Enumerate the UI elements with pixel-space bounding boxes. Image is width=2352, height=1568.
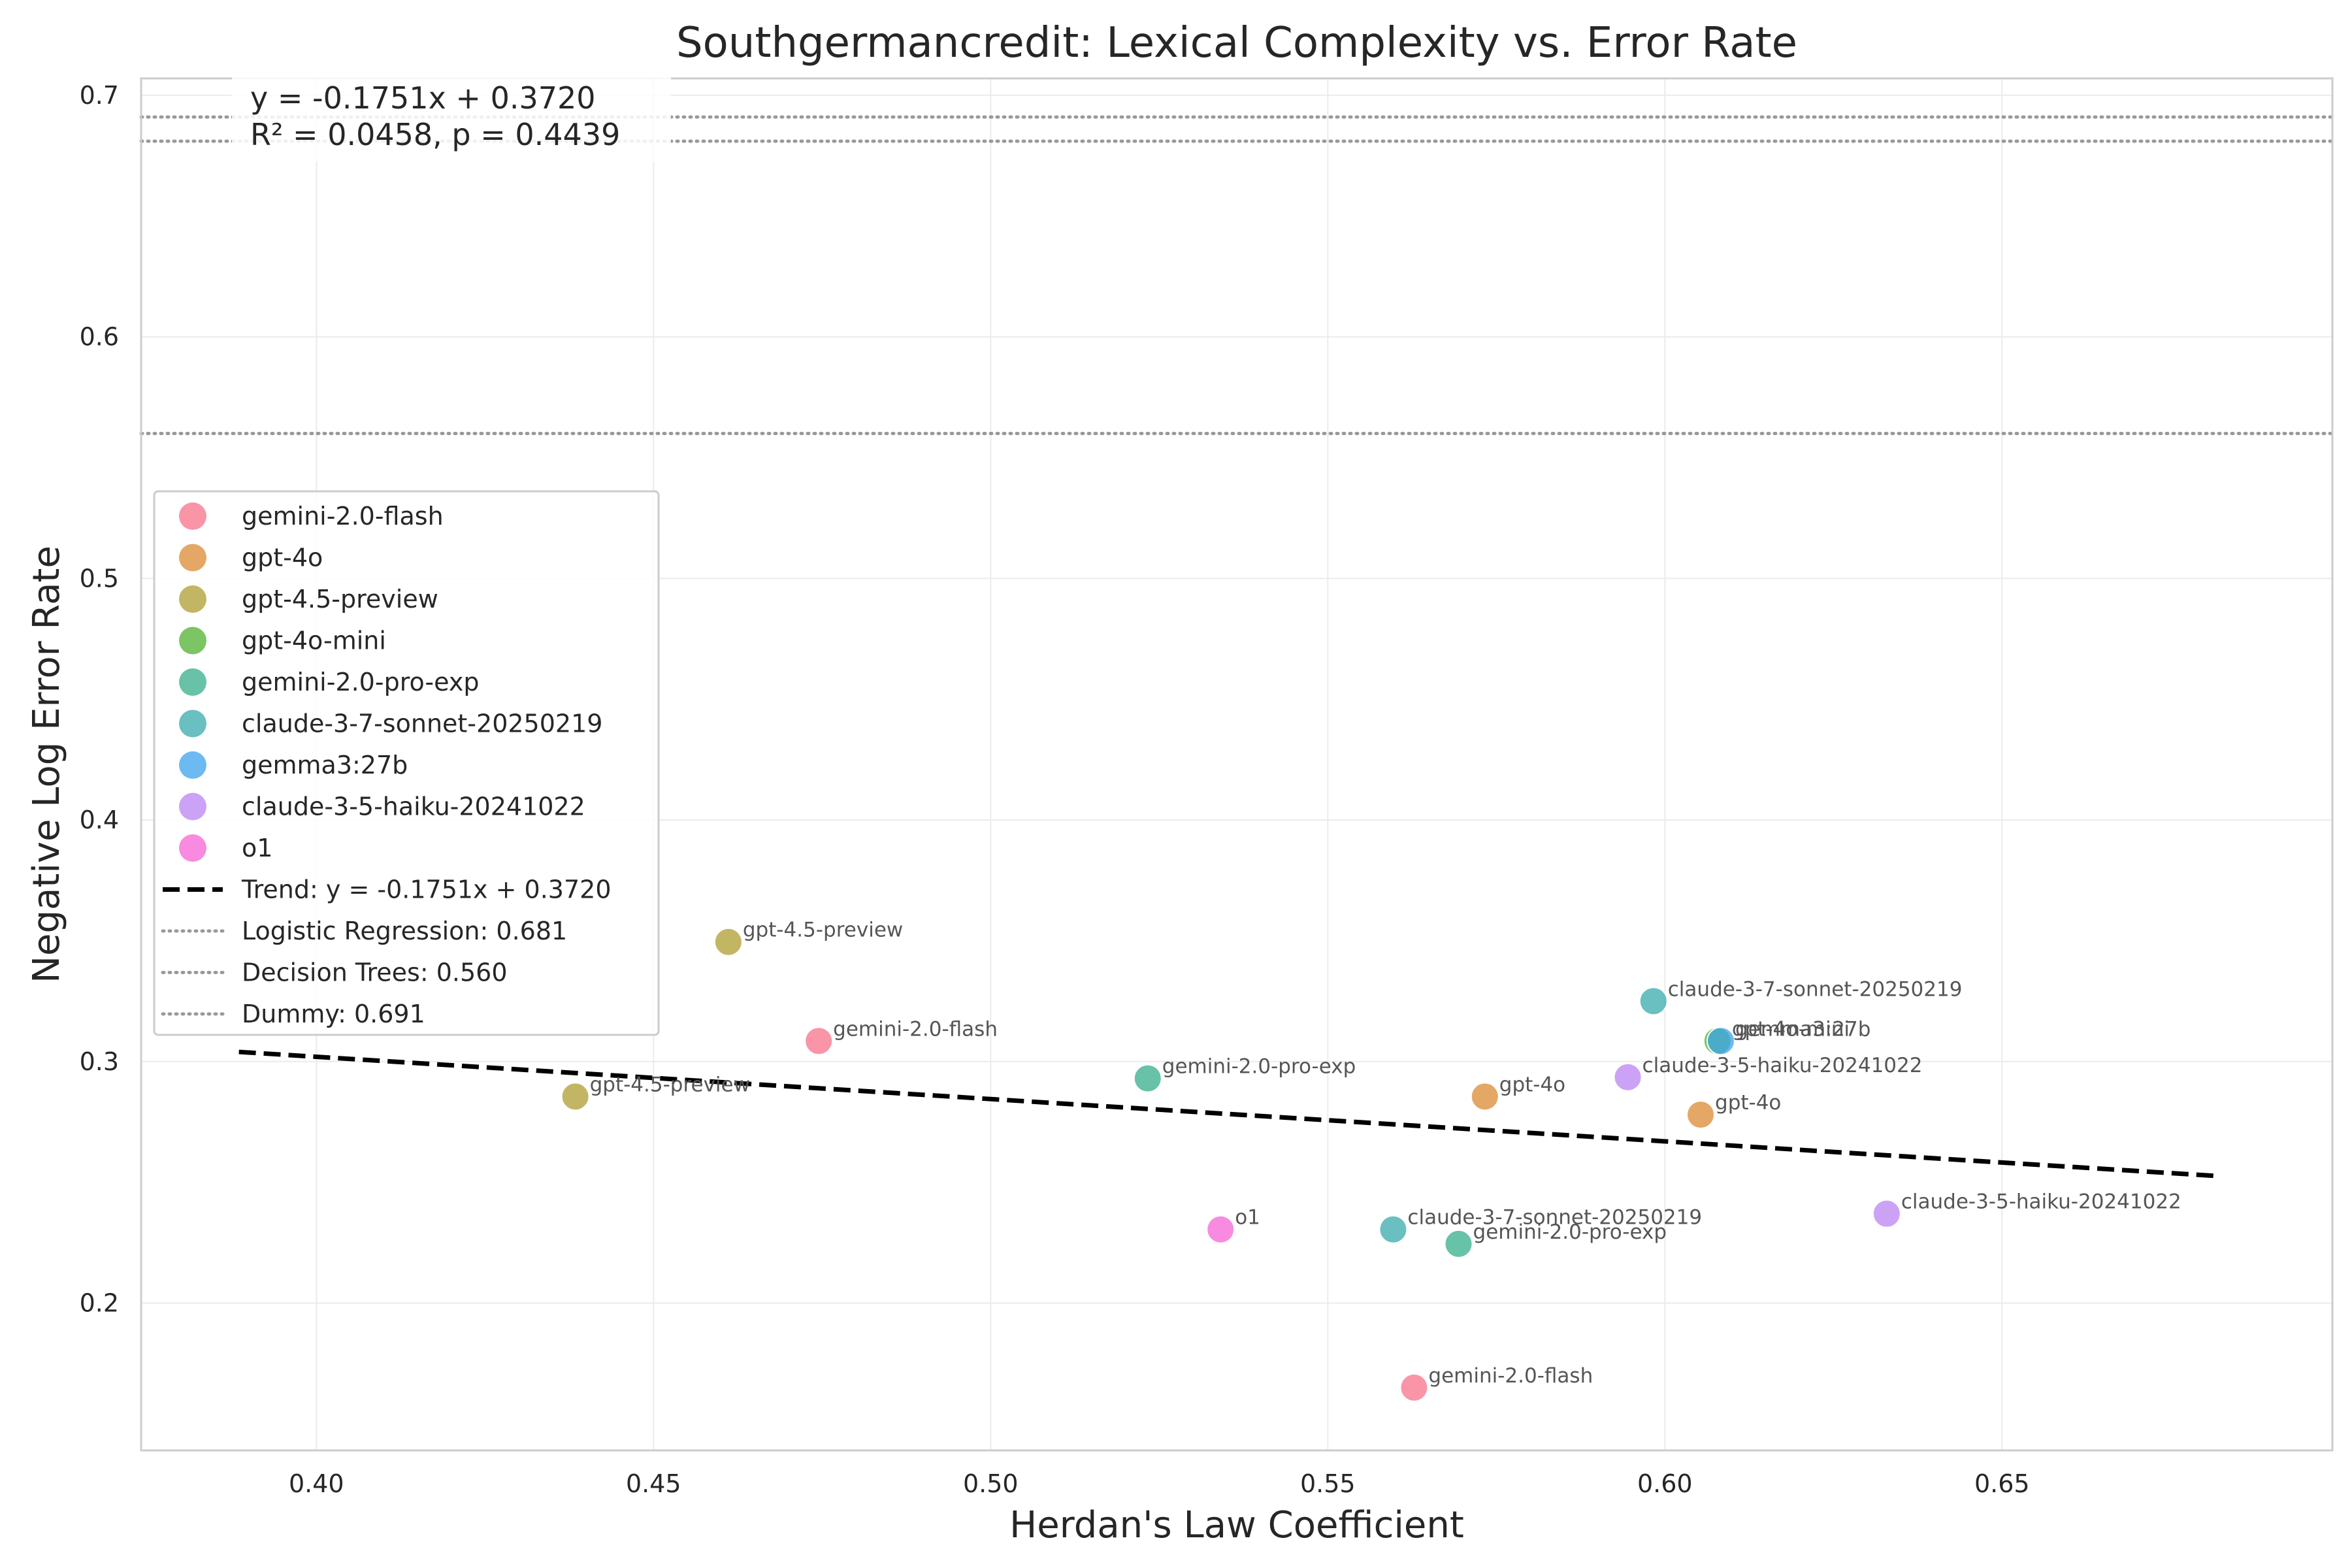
point-label: claude-3-7-sonnet-20250219	[1407, 1206, 1702, 1230]
legend-label: Dummy: 0.691	[242, 1000, 425, 1028]
point-label: gemma3:27b	[1735, 1017, 1870, 1041]
y-tick-label: 0.4	[80, 806, 119, 834]
y-tick-label: 0.2	[80, 1288, 119, 1317]
point-label: claude-3-5-haiku-20241022	[1642, 1054, 1923, 1077]
point-label: claude-3-5-haiku-20241022	[1901, 1190, 2181, 1214]
legend-label: o1	[242, 834, 272, 862]
data-point	[1399, 1373, 1429, 1402]
chart-title: Southgermancredit: Lexical Complexity vs…	[676, 19, 1797, 67]
legend-frame	[153, 490, 660, 1036]
point-label: gemini-2.0-flash	[1428, 1364, 1593, 1388]
data-point	[1206, 1215, 1235, 1244]
point-label: gemini-2.0-pro-exp	[1162, 1055, 1356, 1079]
legend-marker	[179, 544, 206, 572]
legend-label: gpt-4o-mini	[242, 627, 386, 655]
point-labels: gpt-4.5-preview gemini-2.0-flash gpt-4.5-p…	[590, 919, 2181, 1388]
x-tick-label: 0.40	[289, 1469, 344, 1498]
data-points	[561, 927, 1901, 1402]
legend-label: Decision Trees: 0.560	[242, 958, 508, 987]
x-tick-label: 0.50	[963, 1469, 1019, 1498]
point-label: gpt-4.5-preview	[590, 1073, 750, 1096]
x-tick-label: 0.65	[1974, 1469, 2030, 1498]
legend-marker	[179, 502, 206, 530]
legend-label: gemma3:27b	[242, 751, 408, 779]
legend-label: claude-3-5-haiku-20241022	[242, 792, 585, 821]
data-point	[1379, 1215, 1408, 1244]
data-point	[804, 1026, 834, 1056]
data-point	[1872, 1199, 1901, 1228]
point-label: o1	[1235, 1206, 1260, 1230]
legend-marker	[179, 792, 206, 821]
data-point	[1444, 1229, 1473, 1258]
legend-label: gpt-4.5-preview	[242, 585, 438, 613]
y-tick-label: 0.5	[80, 564, 119, 593]
point-label: gpt-4.5-preview	[743, 919, 903, 942]
x-tick-label: 0.45	[626, 1469, 681, 1498]
legend-marker	[179, 751, 206, 779]
y-tick-label: 0.7	[80, 81, 119, 110]
y-axis-label: Negative Log Error Rate	[25, 546, 68, 983]
data-point	[1706, 1026, 1735, 1056]
x-axis-label: Herdan's Law Coefficient	[1009, 1504, 1464, 1546]
legend-marker	[179, 834, 206, 862]
point-label: gpt-4o-mini	[1732, 1017, 1850, 1041]
axis-ticks: 0.40 0.45 0.50 0.55 0.60 0.65 0.2 0.3 0.4 0.5 0.6 0…	[80, 81, 2030, 1498]
plot-area-frame	[140, 77, 2334, 1452]
legend-marker	[179, 668, 206, 696]
legend-label: gemini-2.0-pro-exp	[242, 668, 479, 696]
data-point	[1470, 1082, 1499, 1111]
legend-label: gpt-4o	[242, 544, 323, 572]
data-point	[1613, 1062, 1642, 1092]
x-tick-label: 0.60	[1637, 1469, 1693, 1498]
data-point	[561, 1082, 590, 1111]
legend-label: claude-3-7-sonnet-20250219	[242, 710, 602, 738]
y-tick-label: 0.6	[80, 323, 119, 351]
data-point	[1686, 1100, 1716, 1130]
regression-annotation: y = -0.1751x + 0.3720 R² = 0.0458, p = 0…	[232, 77, 671, 162]
point-label: claude-3-7-sonnet-20250219	[1668, 977, 1963, 1001]
point-label: gpt-4o	[1499, 1073, 1565, 1096]
annotation-stats: R² = 0.0458, p = 0.4439	[250, 117, 620, 152]
x-tick-label: 0.55	[1300, 1469, 1356, 1498]
annotation-box	[232, 77, 671, 162]
legend-marker	[179, 585, 206, 613]
legend-label: Logistic Regression: 0.681	[242, 917, 567, 945]
point-label: gpt-4o	[1715, 1091, 1781, 1115]
y-tick-label: 0.3	[80, 1047, 119, 1076]
trend-line	[238, 1049, 2221, 1179]
legend-marker	[179, 710, 206, 738]
annotation-equation: y = -0.1751x + 0.3720	[250, 80, 596, 116]
legend-label: Trend: y = -0.1751x + 0.3720	[241, 875, 612, 904]
trend-line-group	[238, 1049, 2221, 1179]
point-label: gemini-2.0-flash	[833, 1017, 998, 1041]
data-point	[1133, 1064, 1162, 1093]
data-point	[1639, 987, 1668, 1016]
legend-label: gemini-2.0-flash	[242, 502, 444, 531]
legend-marker	[179, 627, 206, 655]
data-point	[713, 927, 743, 956]
legend: gemini-2.0-flash gpt-4o gpt-4.5-preview gpt…	[153, 490, 660, 1036]
point-label: gemini-2.0-pro-exp	[1473, 1220, 1667, 1244]
